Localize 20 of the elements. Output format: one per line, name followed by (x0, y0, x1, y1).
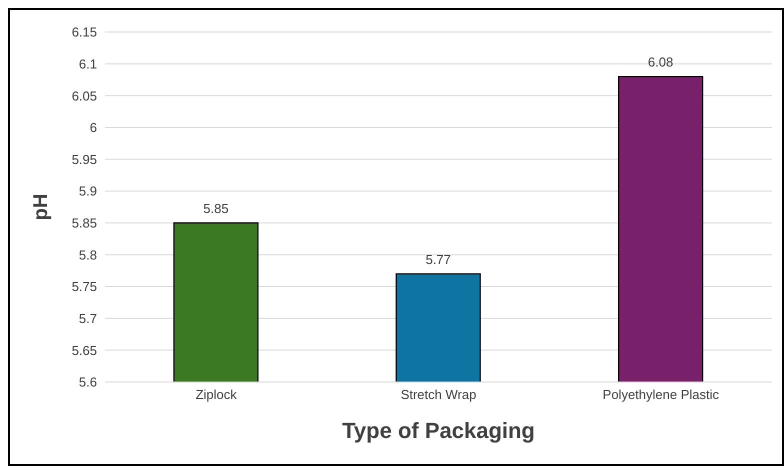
x-axis-title: Type of Packaging (342, 418, 535, 443)
y-tick-label: 5.6 (78, 374, 97, 390)
x-tick-label: Stretch Wrap (400, 387, 476, 402)
data-label: 5.77 (426, 252, 451, 267)
y-tick-label: 6.05 (72, 88, 97, 104)
y-tick-label: 5.9 (78, 184, 97, 199)
y-tick-label: 6.1 (78, 56, 97, 72)
y-tick-label: 5.65 (72, 342, 97, 358)
x-tick-label: Ziplock (196, 387, 238, 402)
y-tick-label: 5.95 (72, 152, 97, 167)
y-axis-title: pH (30, 194, 52, 220)
y-tick-label: 5.85 (72, 216, 97, 231)
y-tick-label: 5.75 (72, 279, 97, 294)
y-tick-label: 6 (90, 120, 97, 136)
x-tick-label: Polyethylene Plastic (602, 387, 720, 402)
y-tick-label: 6.15 (72, 24, 97, 40)
data-label: 6.08 (648, 54, 674, 70)
data-label: 5.85 (203, 200, 229, 216)
y-tick-label: 5.7 (78, 310, 97, 326)
y-tick-label: 5.8 (78, 247, 97, 262)
